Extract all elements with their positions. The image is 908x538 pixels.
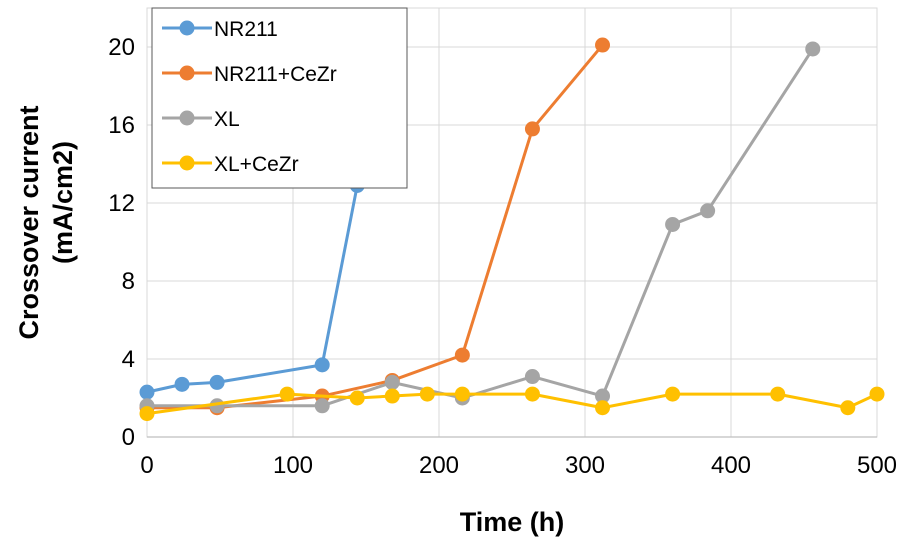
- y-tick-label: 16: [108, 112, 135, 139]
- data-point: [454, 347, 470, 363]
- data-point: [419, 386, 435, 402]
- legend-swatch-marker: [179, 155, 195, 171]
- data-point: [384, 374, 400, 390]
- data-point: [524, 121, 540, 137]
- x-tick-label: 0: [140, 452, 153, 479]
- legend-label: NR211: [214, 18, 278, 41]
- data-point: [665, 216, 681, 232]
- series-nr211: [139, 177, 365, 400]
- data-point: [595, 400, 611, 416]
- x-tick-label: 100: [273, 452, 313, 479]
- data-point: [174, 376, 190, 392]
- x-tick-label: 500: [857, 452, 897, 479]
- y-tick-label: 8: [122, 268, 135, 295]
- data-point: [314, 398, 330, 414]
- y-axis-title-line1: Crossover current: [14, 105, 44, 339]
- x-tick-label: 200: [419, 452, 459, 479]
- legend-swatch-marker: [179, 65, 195, 81]
- legend-swatch-marker: [179, 20, 195, 36]
- y-tick-label: 0: [122, 424, 135, 451]
- legend-item: NR211+CeZr: [162, 63, 337, 86]
- axes: [146, 7, 878, 438]
- y-tick-label: 4: [122, 346, 135, 373]
- y-tick-label: 20: [108, 34, 135, 61]
- x-tick-label: 400: [711, 452, 751, 479]
- series-line: [147, 48, 815, 408]
- data-point: [139, 406, 155, 422]
- legend-label: XL+CeZr: [214, 153, 299, 176]
- x-tick-label: 300: [565, 452, 605, 479]
- legend-box: [151, 7, 408, 189]
- data-point: [314, 357, 330, 373]
- legend-label: XL: [214, 108, 240, 131]
- data-point: [279, 386, 295, 402]
- data-point: [869, 386, 885, 402]
- legend-item: NR211: [162, 18, 278, 41]
- data-point: [700, 203, 716, 219]
- legend-item: XL+CeZr: [162, 153, 299, 176]
- data-point: [454, 386, 470, 402]
- data-point: [209, 374, 225, 390]
- data-point: [524, 386, 540, 402]
- data-series: [139, 37, 885, 422]
- x-axis-title: Time (h): [460, 507, 565, 537]
- series-line: [146, 392, 878, 416]
- data-point: [524, 369, 540, 385]
- legend-item: XL: [162, 108, 240, 131]
- series-xl: [139, 41, 821, 414]
- y-axis-title-line2: (mA/cm2): [48, 141, 78, 264]
- data-point: [805, 41, 821, 57]
- legend-swatch-marker: [179, 110, 195, 126]
- data-point: [384, 388, 400, 404]
- data-point: [665, 386, 681, 402]
- data-point: [840, 400, 856, 416]
- legend-label: NR211+CeZr: [214, 63, 337, 86]
- data-point: [595, 388, 611, 404]
- series-xl-cezr: [139, 386, 885, 422]
- data-point: [349, 390, 365, 406]
- y-tick-label: 12: [108, 190, 135, 217]
- data-point: [770, 386, 786, 402]
- legend: NR211 NR211+CeZr XL XL+CeZr: [151, 7, 408, 189]
- data-point: [139, 384, 155, 400]
- data-point: [595, 37, 611, 53]
